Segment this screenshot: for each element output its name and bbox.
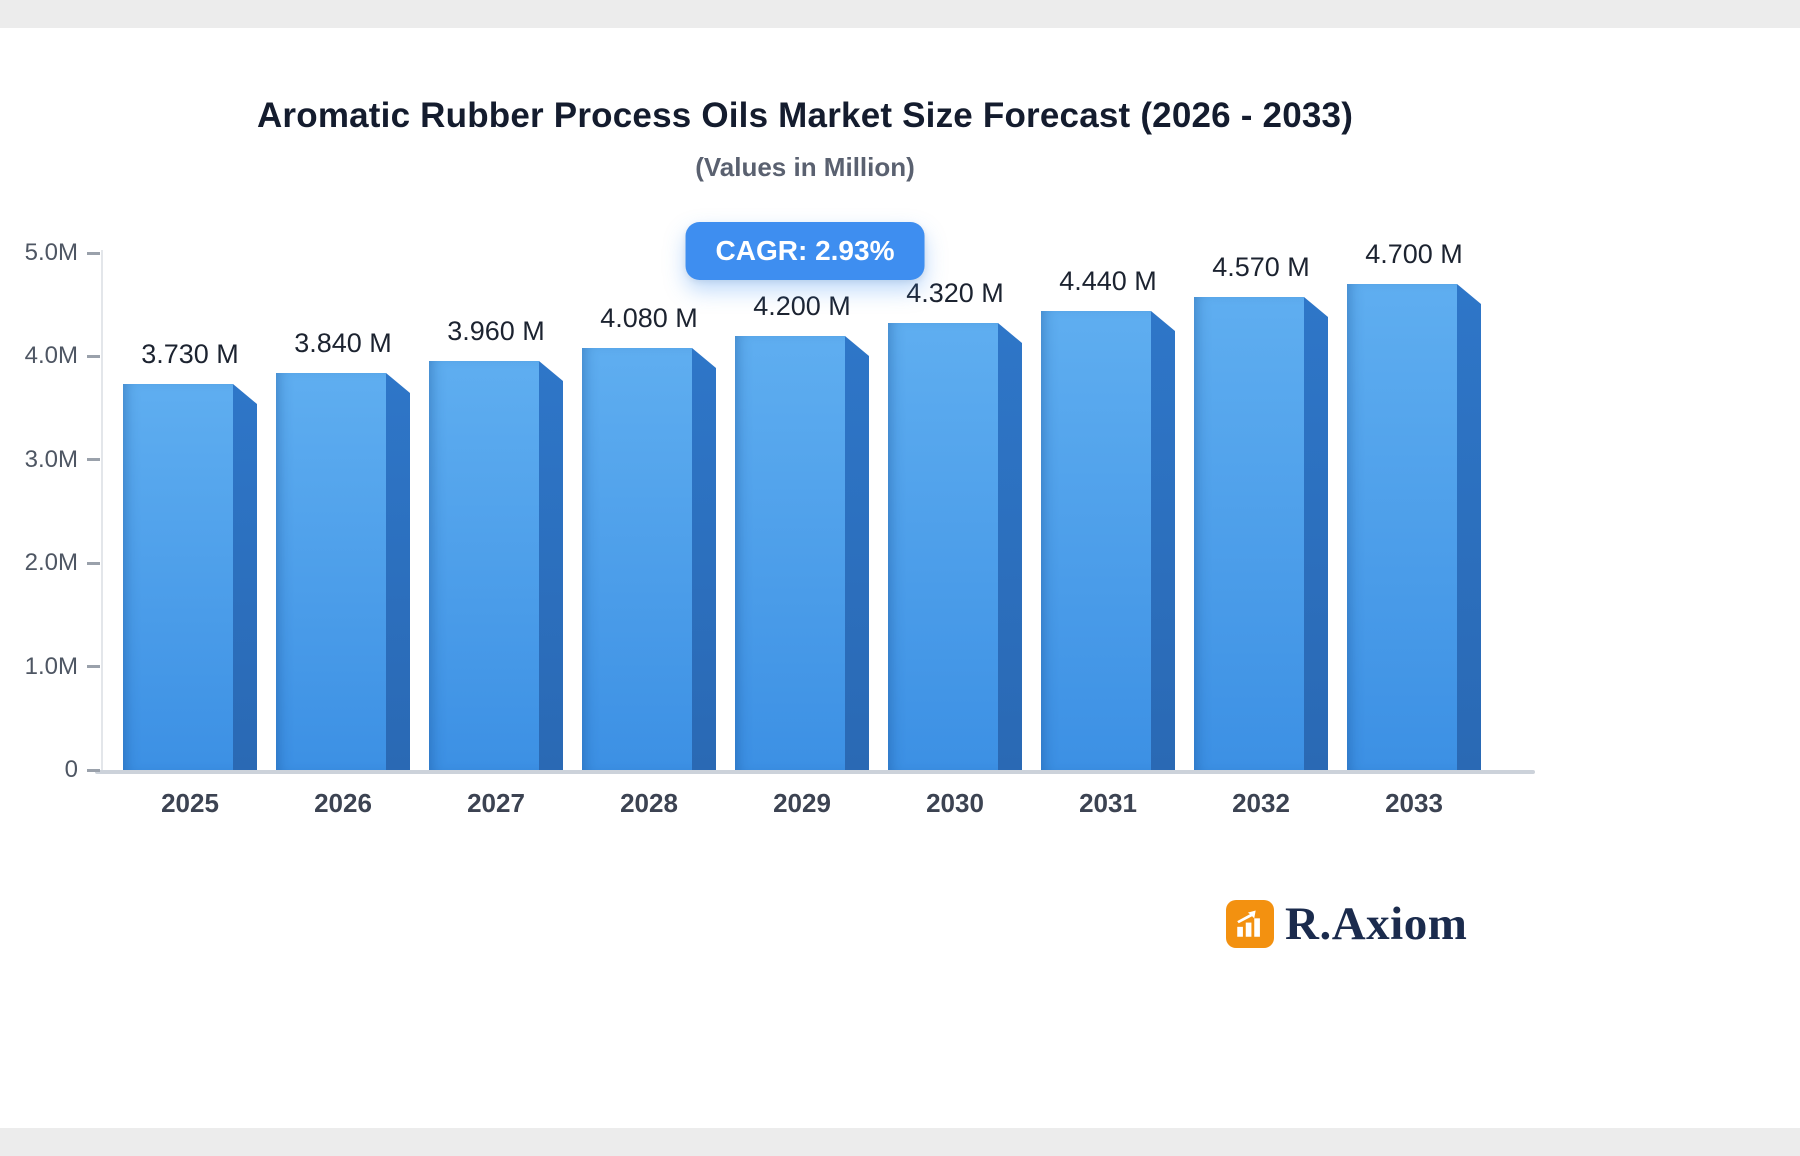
y-tick-mark [87,458,100,462]
bar-value-label: 4.440 M [1059,266,1157,296]
bar [1347,284,1457,770]
brand-name: R.Axiom [1285,897,1468,950]
bar-3d-side [1304,297,1328,770]
chart-header: Aromatic Rubber Process Oils Market Size… [0,96,1610,183]
bar-value-label: 4.700 M [1365,239,1463,269]
x-axis-line [95,770,1535,774]
x-tick-label: 2033 [1385,788,1443,818]
bar-3d-side [233,384,257,770]
cagr-badge: CAGR: 2.93% [685,222,925,280]
bar [888,323,998,770]
bar-3d-side [998,323,1022,770]
x-tick-label: 2030 [926,788,984,818]
y-tick-mark [87,354,100,358]
bar [582,348,692,770]
bar-value-label: 4.200 M [753,291,851,321]
chart-title: Aromatic Rubber Process Oils Market Size… [256,96,1354,135]
x-tick-label: 2027 [467,788,525,818]
bar [1041,311,1151,770]
brand-logo: R.Axiom [1226,900,1467,948]
bar-value-label: 3.960 M [447,316,545,346]
bar-value-label: 3.730 M [141,339,239,369]
bar [1194,297,1304,770]
x-tick-label: 2032 [1232,788,1290,818]
bar-value-label: 3.840 M [294,328,392,358]
bar-value-label: 4.570 M [1212,252,1310,282]
bar [123,384,233,770]
y-tick-mark [87,561,100,565]
x-tick-label: 2026 [314,788,372,818]
chart-subtitle: (Values in Million) [695,152,915,182]
x-tick-label: 2025 [161,788,219,818]
x-tick-label: 2028 [620,788,678,818]
bar-3d-side [692,348,716,770]
bar-3d-side [845,336,869,770]
bar-value-label: 4.320 M [906,278,1004,308]
bar-chart-growth-icon [1226,900,1274,948]
y-tick-mark [87,665,100,669]
bar [276,373,386,770]
bar-3d-side [539,361,563,770]
bar [735,336,845,770]
bar [429,361,539,770]
bar-3d-side [1151,311,1175,770]
x-tick-label: 2031 [1079,788,1137,818]
y-axis-line [101,250,103,772]
y-tick-mark [87,251,100,255]
x-tick-label: 2029 [773,788,831,818]
bar-3d-side [1457,284,1481,770]
y-tick-mark [87,768,100,772]
bar-value-label: 4.080 M [600,303,698,333]
bar-3d-side [386,373,410,770]
